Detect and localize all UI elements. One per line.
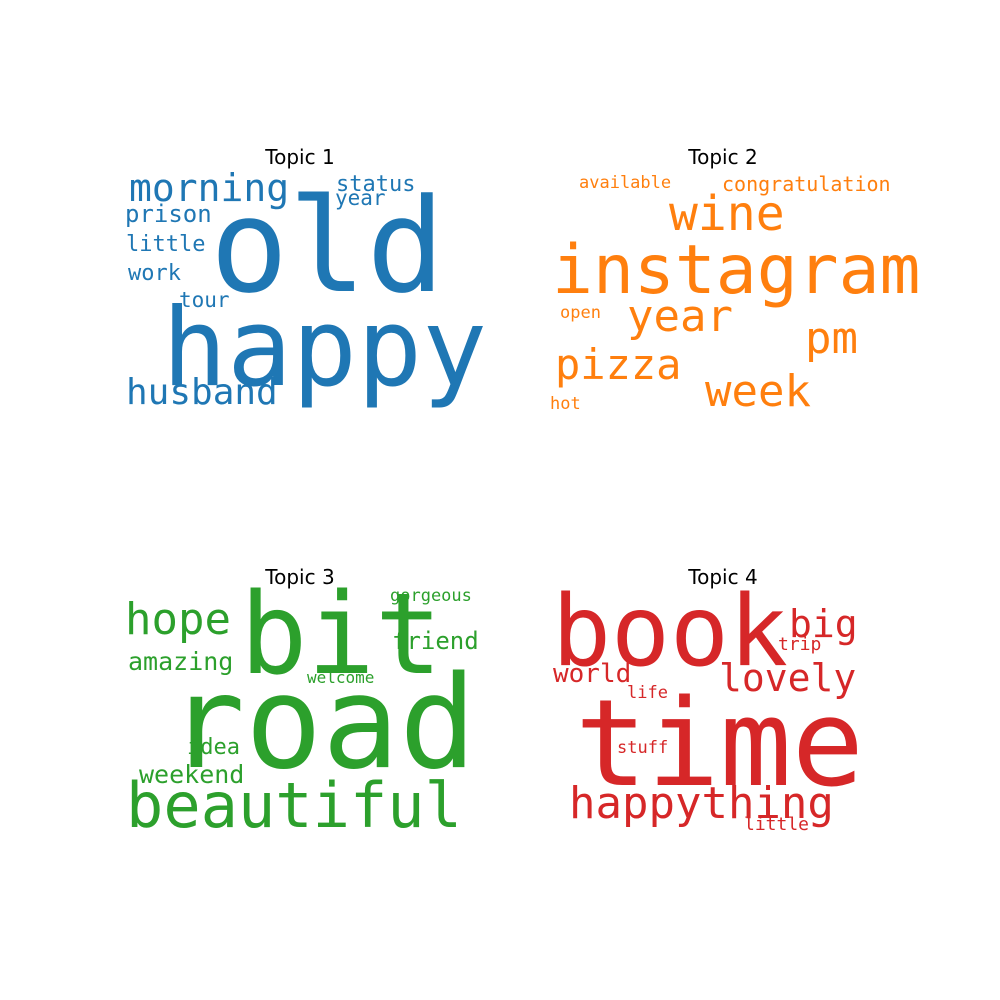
word-cloud: instagram wine year pm week pizza congratulati… bbox=[548, 145, 920, 435]
word-work: work bbox=[128, 261, 181, 286]
word-morning: morning bbox=[129, 166, 290, 210]
word-week: week bbox=[705, 366, 811, 417]
word-pizza: pizza bbox=[555, 340, 682, 389]
word-lovely: lovely bbox=[719, 656, 857, 700]
word-weekend: weekend bbox=[139, 760, 245, 789]
word-congratulation: congratulation bbox=[722, 172, 891, 196]
wordcloud-panel-topic-1: Topic 1 happy old husband morning prison litt… bbox=[125, 145, 487, 435]
word-hope: hope bbox=[125, 594, 231, 645]
word-welcome: welcome bbox=[307, 668, 375, 687]
word-tour: tour bbox=[179, 288, 230, 312]
word-stuff: stuff bbox=[617, 738, 669, 758]
word-book: book bbox=[552, 575, 789, 689]
word-bit: bit bbox=[240, 570, 443, 700]
wordcloud-panel-topic-4: Topic 4 time book happything lovely big world… bbox=[548, 565, 898, 855]
panel-title: Topic 1 bbox=[265, 145, 335, 169]
word-pm: pm bbox=[805, 313, 858, 364]
word-road: road bbox=[168, 649, 477, 798]
panel-title: Topic 3 bbox=[265, 565, 335, 589]
word-open: open bbox=[560, 303, 601, 323]
panel-title: Topic 2 bbox=[688, 145, 758, 169]
word-status: status bbox=[336, 172, 416, 197]
word-life: life bbox=[627, 683, 668, 703]
word-cloud: time book happything lovely big world stuff tri… bbox=[548, 565, 898, 855]
word-prison: prison bbox=[125, 200, 212, 228]
word-husband: husband bbox=[126, 372, 278, 413]
word-available: available bbox=[579, 173, 672, 193]
word-friend: friend bbox=[392, 627, 479, 655]
word-little: little bbox=[744, 814, 810, 835]
word-year: year bbox=[627, 291, 733, 342]
word-instagram: instagram bbox=[552, 231, 921, 310]
word-world: world bbox=[553, 659, 632, 689]
panel-title: Topic 4 bbox=[688, 565, 758, 589]
word-wine: wine bbox=[669, 186, 785, 242]
word-trip: trip bbox=[778, 634, 822, 655]
wordcloud-panel-topic-3: Topic 3 road bit beautiful hope amazing weeke… bbox=[125, 565, 479, 855]
word-cloud: happy old husband morning prison little work st… bbox=[125, 145, 487, 435]
word-cloud: road bit beautiful hope amazing weekend friend… bbox=[125, 565, 479, 855]
word-little: little bbox=[126, 232, 206, 257]
word-time: time bbox=[575, 675, 864, 814]
wordcloud-panel-topic-2: Topic 2 instagram wine year pm week pizza cong… bbox=[548, 145, 920, 435]
word-beautiful: beautiful bbox=[126, 769, 462, 842]
word-idea: idea bbox=[187, 735, 240, 760]
word-happything: happything bbox=[569, 778, 834, 829]
word-happy: happy bbox=[162, 286, 488, 411]
word-hot: hot bbox=[550, 394, 581, 414]
word-amazing: amazing bbox=[128, 647, 234, 676]
word-big: big bbox=[789, 602, 858, 646]
word-old: old bbox=[210, 170, 445, 322]
word-year: year bbox=[335, 186, 386, 210]
word-gorgeous: gorgeous bbox=[390, 586, 472, 606]
